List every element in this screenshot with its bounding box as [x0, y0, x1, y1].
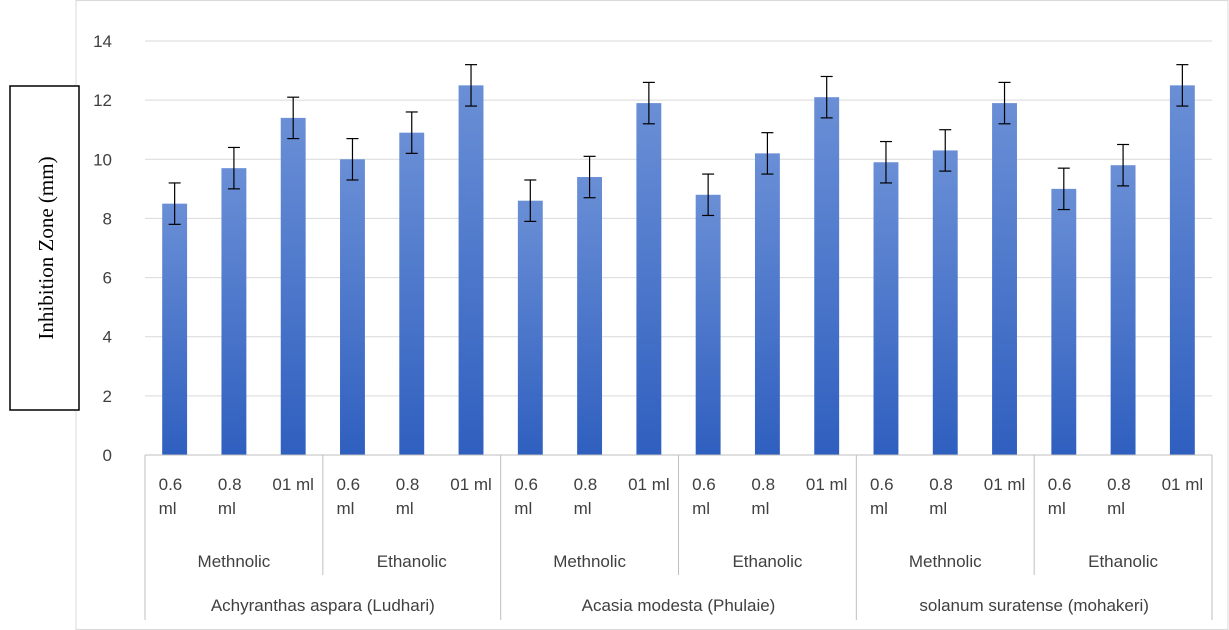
y-tick-label: 8 [103, 209, 112, 228]
x-tick-label: 0.6 ml [870, 475, 894, 518]
x-tick-label: 01 ml [1162, 475, 1204, 494]
bar [754, 153, 780, 455]
subgroup-label: Methnolic [198, 552, 271, 571]
x-tick-label: 0.8 ml [751, 475, 775, 518]
y-tick-label: 6 [103, 269, 112, 288]
x-tick-label: 01 ml [628, 475, 670, 494]
bar [577, 177, 603, 455]
y-axis-ticks: 0 2 4 6 8 10 12 14 [93, 32, 112, 465]
gridlines [145, 40, 1212, 397]
bars [162, 85, 1195, 456]
group-label: Acasia modesta (Phulaie) [582, 596, 776, 615]
bar [340, 159, 365, 456]
subgroup-label: Methnolic [553, 552, 626, 571]
y-tick-label: 14 [93, 32, 112, 51]
x-tick-label: 01 ml [806, 475, 848, 494]
x-tick-label: 0.6 ml [336, 475, 360, 518]
y-axis-label-border [9, 85, 80, 411]
y-tick-label: 10 [93, 150, 112, 169]
bar [162, 203, 188, 455]
x-tick-label: 0.6 ml [692, 475, 716, 518]
group-label: solanum suratense (mohakeri) [919, 596, 1149, 615]
bar [399, 132, 425, 455]
y-axis-label-box: Inhibition Zone (mm) [9, 85, 80, 411]
bar [280, 117, 306, 455]
subgroup-label: Methnolic [909, 552, 982, 571]
x-tick-label: 01 ml [450, 475, 492, 494]
x-tick-label: 0.8 ml [574, 475, 598, 518]
bar [873, 162, 899, 455]
bar [992, 103, 1017, 455]
y-tick-label: 0 [103, 446, 112, 465]
x-tick-label: 0.6 ml [514, 475, 538, 518]
x-tick-label: 0.8 ml [396, 475, 420, 518]
bar [814, 97, 840, 455]
x-tick-label: 0.6 ml [159, 475, 183, 518]
x-tick-label: 01 ml [984, 475, 1026, 494]
bar [221, 168, 247, 455]
subgroup-label: Ethanolic [732, 552, 802, 571]
y-tick-label: 2 [103, 387, 112, 406]
subgroup-label: Ethanolic [1088, 552, 1158, 571]
bar [932, 150, 958, 455]
y-axis-label: Inhibition Zone (mm) [34, 156, 58, 339]
x-tick-label: 0.8 ml [929, 475, 953, 518]
error-bars [168, 64, 1189, 225]
group-label: Achyranthas aspara (Ludhari) [211, 596, 435, 615]
y-tick-label: 12 [93, 91, 112, 110]
y-tick-label: 4 [103, 328, 112, 347]
x-tick-label: 01 ml [272, 475, 314, 494]
bar [458, 85, 484, 455]
x-tick-label: 0.6 ml [1048, 475, 1072, 518]
bar [1169, 85, 1195, 455]
x-tick-label: 0.8 ml [218, 475, 242, 518]
bar [695, 194, 721, 455]
x-tick-label: 0.8 ml [1107, 475, 1131, 518]
bar [517, 200, 543, 455]
bar [1110, 165, 1136, 455]
subgroup-label: Ethanolic [377, 552, 447, 571]
bar [636, 103, 662, 455]
x-axis: 0.6 ml 0.8 ml 01 ml 0.6 ml 0.8 ml 01 ml 0.6 ml 0.8 ml… [144, 454, 1213, 620]
bar [1051, 188, 1077, 455]
